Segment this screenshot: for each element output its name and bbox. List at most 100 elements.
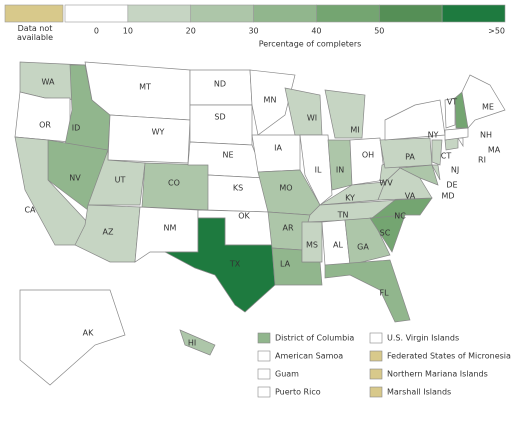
- state-label: KY: [345, 194, 355, 203]
- legend-tick-label: 40: [311, 27, 321, 36]
- territory-swatch: [257, 332, 271, 344]
- state: [14, 91, 71, 143]
- territory-label: American Samoa: [275, 352, 343, 361]
- state: [107, 114, 191, 164]
- territory-swatch: [257, 386, 271, 398]
- state-label: CO: [168, 179, 180, 188]
- state-label: CA: [24, 206, 36, 215]
- state: [344, 217, 391, 266]
- territory-swatch: [257, 350, 271, 362]
- territory-swatch: [369, 386, 383, 398]
- state: [19, 289, 126, 386]
- state: [444, 97, 456, 129]
- territory-label: District of Columbia: [275, 334, 354, 343]
- state-label: SC: [380, 229, 391, 238]
- state-label: NE: [222, 151, 233, 160]
- state-label: PA: [405, 153, 415, 162]
- legend-title: Percentage of completers: [259, 40, 362, 49]
- state-label: HI: [188, 339, 196, 348]
- state-label: MN: [264, 96, 277, 105]
- state-label: NH: [480, 131, 492, 140]
- state: [207, 174, 269, 213]
- state-label: NJ: [451, 166, 459, 175]
- legend-tick-label: 50: [374, 27, 384, 36]
- state-label: MT: [139, 83, 151, 92]
- state: [189, 104, 253, 146]
- state-label: MI: [350, 126, 359, 135]
- state-label: ME: [482, 103, 494, 112]
- territory-swatch: [369, 332, 383, 344]
- state-label: VT: [447, 98, 457, 107]
- legend-tick-label: 0: [94, 27, 99, 36]
- legend-swatch: [441, 4, 506, 23]
- state: [461, 74, 506, 129]
- state-label: WY: [152, 128, 165, 137]
- state: [457, 137, 464, 148]
- state-label: KS: [233, 184, 243, 193]
- legend-swatch: [127, 4, 192, 23]
- state-label: TX: [229, 260, 241, 269]
- legend-tick-label: >50: [488, 27, 505, 36]
- state: [284, 87, 323, 136]
- state-label: VA: [405, 192, 416, 201]
- legend-swatch: [64, 4, 129, 23]
- state-label: NM: [164, 224, 177, 233]
- state-label: OK: [238, 212, 250, 221]
- state: [164, 217, 276, 313]
- state: [87, 149, 146, 206]
- state-label: LA: [280, 260, 291, 269]
- state: [324, 259, 411, 323]
- state-label: DE: [446, 181, 457, 190]
- legend-na-label: Data not available: [16, 24, 54, 42]
- state-label: OH: [362, 151, 374, 160]
- state: [431, 139, 443, 166]
- territory-swatch: [257, 368, 271, 380]
- state: [179, 329, 216, 356]
- state-label: IL: [315, 166, 322, 175]
- state-label: AR: [282, 224, 293, 233]
- state: [384, 99, 446, 141]
- state: [370, 197, 433, 219]
- legend-swatch: [253, 4, 317, 23]
- state: [431, 164, 441, 181]
- state-label: ND: [214, 80, 226, 89]
- state-label: RI: [478, 156, 486, 165]
- state-label: TN: [337, 211, 349, 220]
- state-label: MS: [306, 241, 318, 250]
- state-label: IA: [274, 144, 282, 153]
- state-label: WA: [42, 78, 55, 87]
- state-label: AK: [83, 329, 94, 338]
- state: [249, 69, 296, 136]
- state: [398, 164, 439, 186]
- state: [299, 134, 333, 206]
- state-label: GA: [357, 243, 369, 252]
- state-label: UT: [115, 176, 126, 185]
- legend-tick-label: 10: [123, 27, 133, 36]
- state-label: FL: [379, 289, 389, 298]
- territory-label: Puerto Rico: [275, 388, 321, 397]
- territory-label: Federated States of Micronesia: [387, 352, 511, 361]
- state-label: MO: [279, 184, 292, 193]
- legend-swatch: [4, 4, 64, 23]
- state-label: AL: [333, 241, 343, 250]
- legend-tick-label: 20: [186, 27, 196, 36]
- state-label: ID: [72, 124, 81, 133]
- state-label: WV: [379, 179, 393, 188]
- state-label: AZ: [103, 228, 114, 237]
- territory-label: U.S. Virgin Islands: [387, 334, 459, 343]
- state-label: WI: [307, 114, 317, 123]
- state: [444, 127, 469, 141]
- territory-label: Northern Mariana Islands: [387, 370, 488, 379]
- legend-tick-label: 30: [248, 27, 258, 36]
- legend-swatch: [190, 4, 254, 23]
- state-label: CT: [441, 152, 452, 161]
- state-label: IN: [336, 166, 344, 175]
- state-label: NY: [428, 131, 439, 140]
- state-label: NC: [394, 212, 406, 221]
- state-label: NV: [69, 174, 81, 183]
- territory-swatch: [369, 350, 383, 362]
- legend-swatch: [378, 4, 443, 23]
- state-label: OR: [39, 121, 51, 130]
